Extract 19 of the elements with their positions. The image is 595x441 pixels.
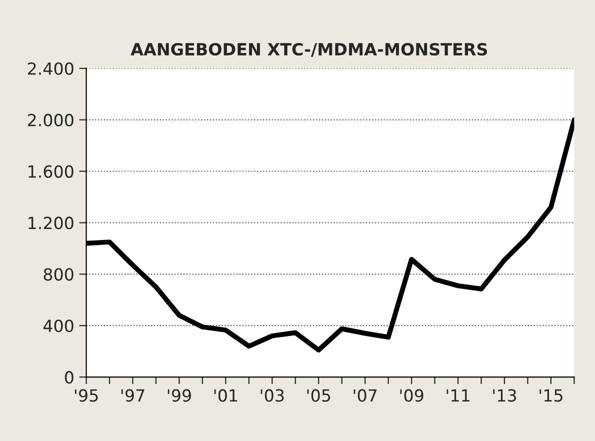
x-tick-label: '97 bbox=[121, 389, 144, 402]
x-tick-label: '03 bbox=[260, 389, 284, 402]
x-tick-label: '13 bbox=[493, 389, 516, 402]
x-tick-label: '01 bbox=[214, 389, 238, 402]
x-tick-label: '11 bbox=[446, 389, 470, 402]
x-tick-label: '95 bbox=[74, 389, 98, 402]
y-tick-label: 2.000 bbox=[28, 114, 74, 126]
chart-title: AANGEBODEN XTC-/MDMA-MONSTERS bbox=[130, 42, 487, 57]
y-tick-label: 400 bbox=[43, 320, 74, 332]
y-tick-label: 1.200 bbox=[28, 216, 74, 230]
y-tick-label: 800 bbox=[44, 268, 74, 281]
x-tick-label: '05 bbox=[307, 389, 330, 402]
x-tick-label: '99 bbox=[168, 389, 191, 402]
x-tick-label: '09 bbox=[400, 389, 424, 402]
y-tick-label: 1.600 bbox=[28, 165, 74, 178]
x-tick-label: '15 bbox=[540, 389, 562, 402]
y-tick-label: 0 bbox=[64, 371, 74, 384]
y-tick-label: 2.400 bbox=[28, 62, 74, 75]
x-tick-label: '07 bbox=[354, 389, 377, 402]
